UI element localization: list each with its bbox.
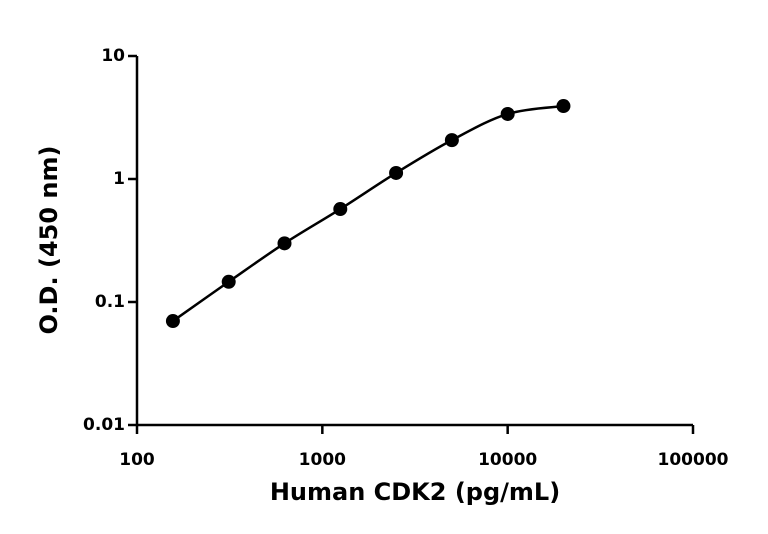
data-point [444,133,459,148]
y-tick-label: 10 [101,46,125,66]
data-point [165,314,180,329]
x-tick-label: 1000 [299,450,346,470]
y-tick-label: 1 [113,169,125,189]
x-axis-title: Human CDK2 (pg/mL) [270,478,560,506]
x-tick-label: 100 [119,450,155,470]
data-point [500,106,515,121]
data-point [389,165,404,180]
y-tick-label: 0.01 [83,415,125,435]
data-point [333,202,348,217]
fit-curve [172,104,564,323]
x-tick-label: 100000 [658,450,729,470]
data-point [556,99,571,114]
y-axis-title: O.D. (450 nm) [35,146,63,335]
x-tick-label: 10000 [478,450,537,470]
data-point [221,274,236,289]
data-point [277,236,292,251]
y-tick-label: 0.1 [95,292,125,312]
